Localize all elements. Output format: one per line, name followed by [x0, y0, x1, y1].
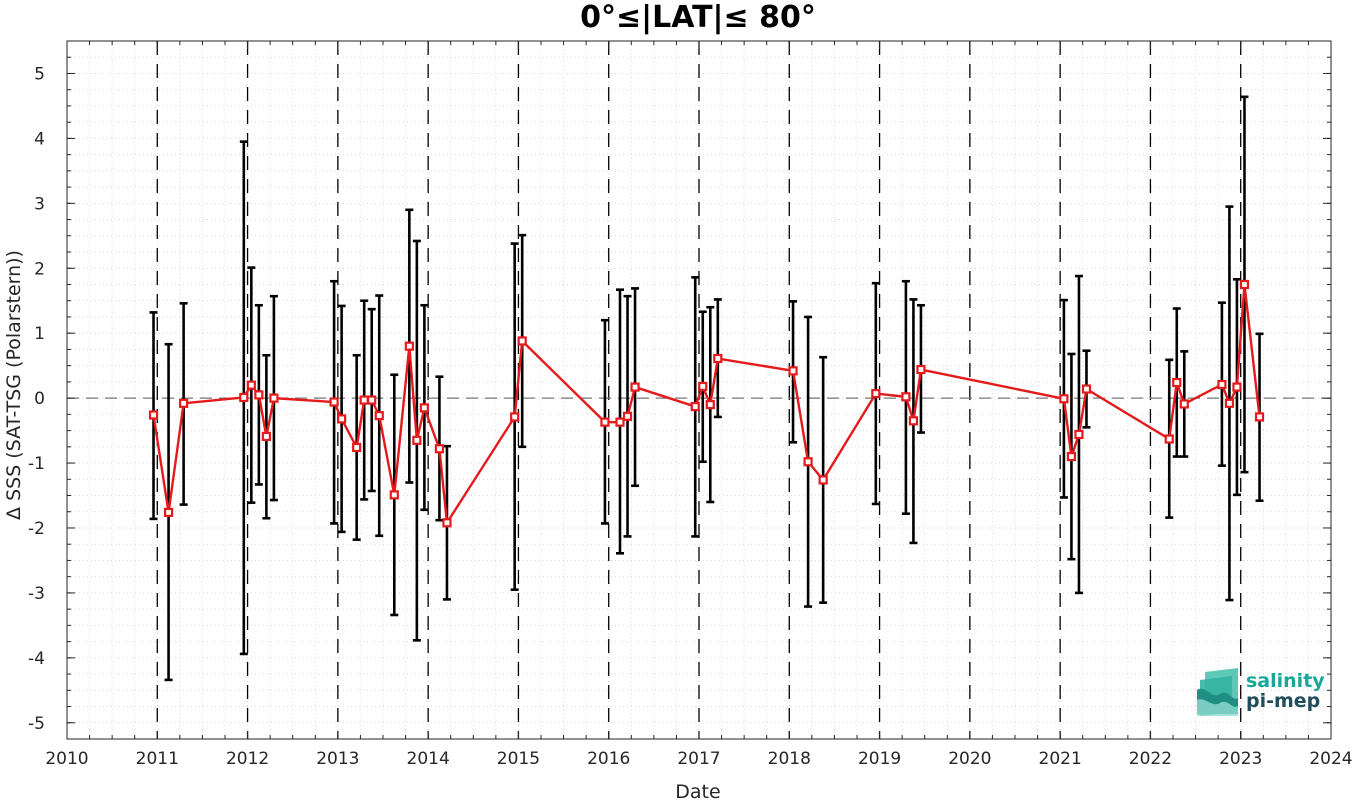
data-point	[615, 417, 625, 427]
data-point	[908, 416, 919, 426]
x-tick-label: 2023	[1219, 749, 1262, 769]
data-point	[367, 395, 377, 405]
data-point	[1239, 279, 1250, 290]
data-point	[412, 435, 422, 445]
data-point	[1059, 394, 1069, 404]
data-point	[389, 490, 399, 500]
data-point	[622, 411, 633, 421]
logo-text-pi-mep: pi-mep	[1246, 690, 1320, 712]
data-point	[148, 410, 159, 420]
data-point	[179, 398, 189, 408]
data-point	[1217, 379, 1227, 390]
data-point	[352, 442, 362, 453]
data-point	[1224, 398, 1235, 408]
y-tick-label: -5	[28, 714, 45, 734]
data-point	[246, 380, 256, 390]
x-tick-label: 2022	[1129, 749, 1172, 769]
y-axis-label: Δ SSS (SAT-TSG (Polarstern))	[3, 250, 25, 520]
data-point	[803, 457, 813, 467]
logo-mark-icon	[1197, 668, 1238, 716]
data-point	[600, 417, 610, 427]
data-point	[1164, 434, 1174, 444]
data-point	[254, 390, 264, 400]
logo-text-salinity: salinity	[1246, 670, 1325, 692]
axes-layer: 2010 2011 2012 2013 2014 2015 2016 2017 2018 2019…	[28, 40, 1353, 769]
data-point	[901, 392, 911, 402]
y-tick-label: 5	[34, 64, 45, 84]
data-point	[269, 393, 279, 403]
data-point	[818, 475, 828, 485]
data-point	[1172, 377, 1182, 388]
x-tick-label: 2013	[316, 749, 359, 769]
data-point	[329, 397, 339, 407]
x-tick-label: 2012	[226, 749, 269, 769]
data-point	[1081, 384, 1092, 394]
y-tick-label: 0	[34, 389, 45, 409]
data-point	[630, 382, 640, 392]
y-tick-label: -1	[28, 454, 45, 474]
y-tick-label: 1	[34, 324, 45, 344]
x-tick-label: 2019	[858, 749, 901, 769]
data-point	[713, 353, 723, 364]
data-point	[690, 401, 700, 412]
data-point	[517, 336, 527, 346]
y-tick-label: -3	[28, 584, 45, 604]
y-tick-label: 2	[34, 259, 45, 279]
x-tick-label: 2015	[497, 749, 540, 769]
data-layer	[148, 95, 1265, 682]
chart-title: 0°≤|LAT|≤ 80°	[580, 0, 816, 35]
y-tick-label: 4	[34, 129, 45, 149]
x-axis-label: Date	[675, 781, 720, 801]
data-point	[1254, 412, 1265, 422]
x-tick-label: 2017	[677, 749, 720, 769]
x-tick-label: 2024	[1309, 749, 1352, 769]
data-point	[916, 364, 926, 375]
data-point	[404, 341, 414, 351]
data-point	[442, 518, 452, 528]
y-tick-label: 3	[34, 194, 45, 214]
x-tick-label: 2021	[1039, 749, 1082, 769]
x-tick-label: 2020	[948, 749, 991, 769]
data-point	[1066, 451, 1077, 462]
data-point	[698, 381, 708, 392]
data-point	[510, 412, 520, 422]
y-tick-label: -2	[28, 519, 45, 539]
data-point	[871, 388, 881, 399]
x-tick-label: 2010	[45, 749, 88, 769]
x-tick-label: 2016	[587, 749, 630, 769]
data-point	[1232, 382, 1242, 392]
x-tick-label: 2011	[136, 749, 179, 769]
data-point	[374, 411, 384, 421]
data-point	[1074, 429, 1084, 440]
data-point	[788, 366, 798, 376]
data-point	[359, 395, 369, 405]
x-tick-label: 2018	[768, 749, 811, 769]
data-point	[337, 414, 347, 424]
data-point	[434, 444, 445, 454]
data-point	[705, 400, 715, 410]
y-tick-label: -4	[28, 649, 45, 669]
data-point	[1179, 399, 1189, 409]
data-point	[239, 392, 249, 403]
data-point	[163, 507, 174, 517]
x-tick-label: 2014	[407, 749, 450, 769]
salinity-pi-mep-logo: salinity pi-mep	[1197, 668, 1325, 716]
data-point	[261, 431, 271, 442]
data-point	[419, 403, 429, 413]
